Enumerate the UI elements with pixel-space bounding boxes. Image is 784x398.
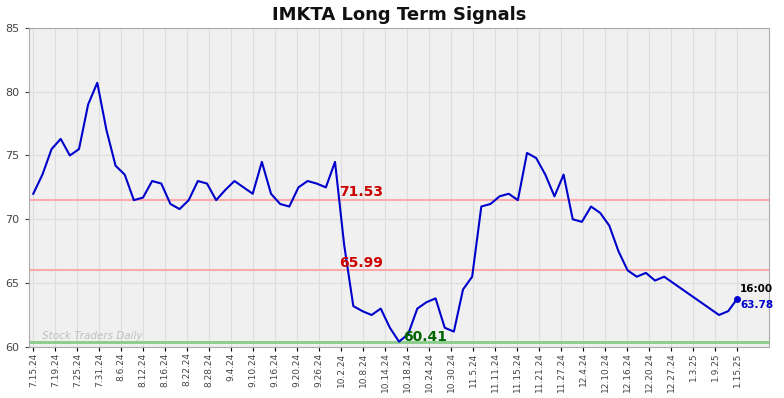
Text: 65.99: 65.99 <box>339 256 383 269</box>
Text: Stock Traders Daily: Stock Traders Daily <box>42 331 143 341</box>
Text: 16:00: 16:00 <box>740 284 773 294</box>
Text: 71.53: 71.53 <box>339 185 383 199</box>
Text: 60.41: 60.41 <box>404 330 448 344</box>
Text: 63.78: 63.78 <box>740 300 773 310</box>
Title: IMKTA Long Term Signals: IMKTA Long Term Signals <box>272 6 526 23</box>
